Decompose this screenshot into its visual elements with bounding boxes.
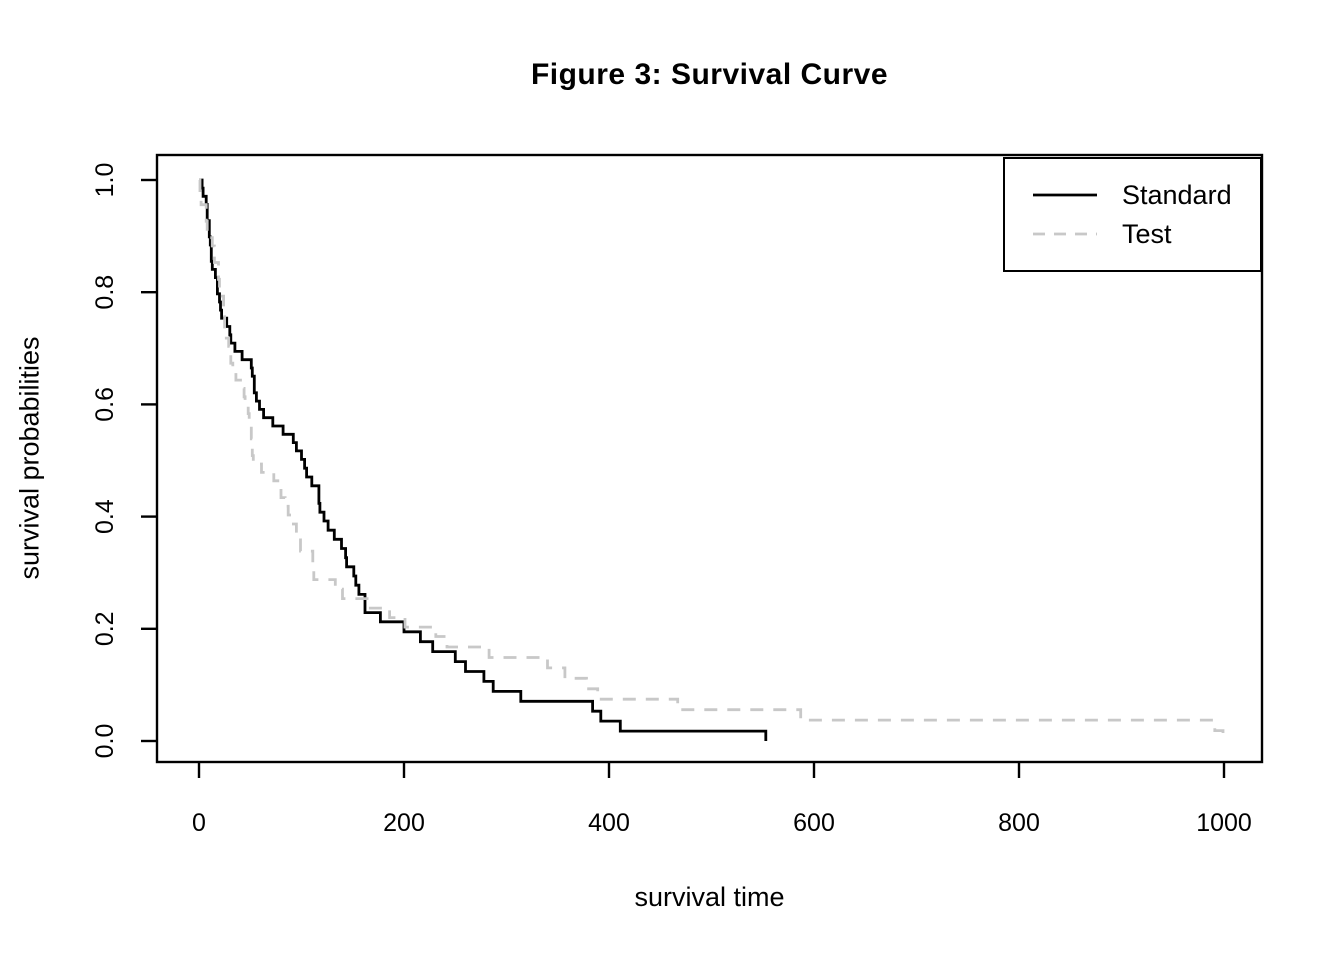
- y-axis-tick-label: 0.6: [91, 387, 119, 422]
- y-axis-tick-label: 0.0: [91, 724, 119, 759]
- legend-item-test: Test: [1032, 219, 1260, 249]
- legend-box: Standard Test: [1003, 157, 1262, 272]
- y-axis-tick-label: 0.8: [91, 275, 119, 310]
- solid-line-sample-icon: [1033, 193, 1097, 197]
- x-axis-tick-label: 800: [998, 809, 1040, 837]
- y-axis-tick-label: 0.4: [91, 499, 119, 534]
- x-axis-tick-label: 200: [383, 809, 425, 837]
- legend-label-standard: Standard: [1122, 180, 1232, 210]
- y-axis-tick-label: 0.2: [91, 611, 119, 646]
- x-axis-tick-label: 600: [793, 809, 835, 837]
- series-test-curve: [198, 178, 1225, 741]
- y-axis-tick-label: 1.0: [91, 163, 119, 198]
- legend-item-standard: Standard: [1032, 180, 1260, 210]
- y-axis-title: survival probabilities: [14, 336, 45, 580]
- x-axis-tick-label: 1000: [1196, 809, 1252, 837]
- chart-title: Figure 3: Survival Curve: [530, 58, 889, 91]
- x-axis-tick-label: 0: [192, 809, 206, 837]
- dashed-line-sample-icon: [1033, 232, 1097, 236]
- x-axis-tick-label: 400: [588, 809, 630, 837]
- x-axis-title: survival time: [634, 882, 785, 912]
- legend-label-test: Test: [1122, 219, 1172, 249]
- plot-border: [155, 153, 1264, 764]
- series-standard-curve: [199, 178, 768, 741]
